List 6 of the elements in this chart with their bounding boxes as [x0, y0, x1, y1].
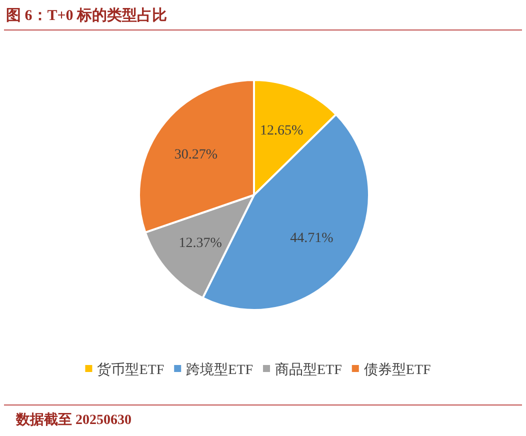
legend-label: 货币型ETF [97, 362, 164, 378]
legend-label: 商品型ETF [275, 362, 342, 378]
annotation: 数据截至 20250630 [16, 413, 132, 428]
title: 图 6：T+0 标的类型占比 [6, 8, 168, 24]
legend-label: 跨境型ETF [186, 362, 254, 378]
legend-label: 债券型ETF [364, 362, 431, 378]
